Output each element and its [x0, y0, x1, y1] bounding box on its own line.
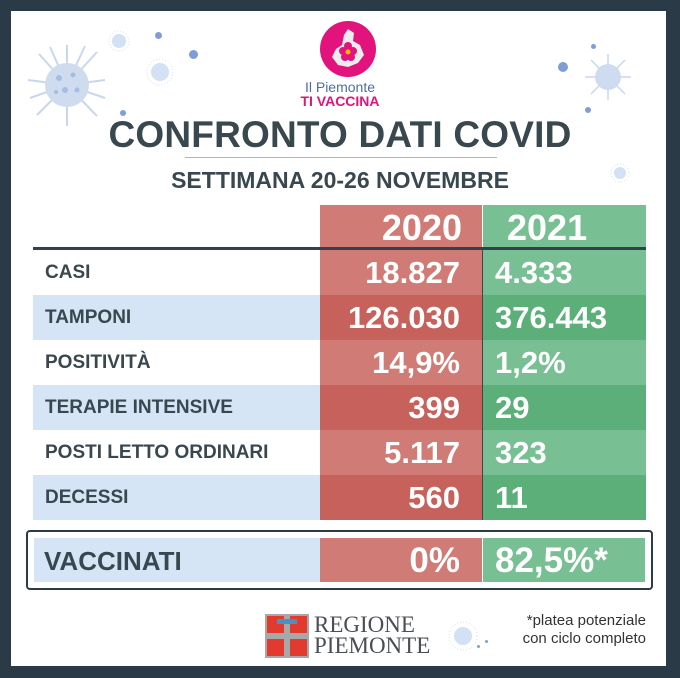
row-label: CASI — [33, 250, 320, 295]
dot-decoration — [477, 645, 480, 648]
dot-decoration — [155, 32, 162, 39]
piemonte-map-flower-icon — [332, 29, 364, 67]
table-top-rule — [33, 247, 646, 250]
page-title: CONFRONTO DATI COVID — [108, 114, 572, 155]
piemonte-vaccina-logo — [320, 21, 376, 77]
row-label: POSTI LETTO ORDINARI — [33, 430, 320, 475]
value-2021: 4.333 — [483, 250, 646, 295]
virus-icon — [108, 30, 130, 52]
value-2020: 560 — [320, 475, 482, 520]
dot-decoration — [591, 44, 596, 49]
dot-decoration — [189, 50, 198, 59]
row-label: TERAPIE INTENSIVE — [33, 385, 320, 430]
value-2021: 376.443 — [483, 295, 646, 340]
dot-decoration — [585, 107, 591, 113]
value-2020: 126.030 — [320, 295, 482, 340]
value-2020: 14,9% — [320, 340, 482, 385]
table-row: DECESSI 560 11 — [33, 475, 646, 520]
virus-icon — [610, 163, 630, 183]
regione-piemonte-name: REGIONE PIEMONTE — [314, 612, 431, 658]
virus-icon — [448, 621, 478, 651]
column-header-2021: 2021 — [483, 205, 646, 248]
footnote: *platea potenziale con ciclo completo — [523, 612, 646, 648]
value-2021: 323 — [483, 430, 646, 475]
footnote-line2: con ciclo completo — [522, 630, 646, 647]
table-row: POSITIVITÀ 14,9% 1,2% — [33, 340, 646, 385]
regione-piemonte-crest-icon — [265, 614, 309, 658]
vaccinati-label: VACCINATI — [34, 538, 320, 582]
value-2021: 29 — [483, 385, 646, 430]
dot-decoration — [558, 62, 568, 72]
dot-decoration — [120, 110, 126, 116]
row-label: POSITIVITÀ — [33, 340, 320, 385]
table-row: TAMPONI 126.030 376.443 — [33, 295, 646, 340]
virus-icon — [146, 58, 174, 86]
table-row: CASI 18.827 4.333 — [33, 250, 646, 295]
logo-text-il-piemonte: Il Piemonte — [304, 79, 376, 95]
column-divider — [482, 250, 483, 520]
value-2021: 11 — [483, 475, 646, 520]
footnote-line1: *platea potenziale — [526, 612, 646, 629]
vaccinati-row: VACCINATI 0% 82,5%* — [26, 530, 653, 590]
column-header-2020: 2020 — [320, 205, 482, 248]
title-divider — [185, 157, 497, 158]
table-row: POSTI LETTO ORDINARI 5.117 323 — [33, 430, 646, 475]
vaccinati-value-2020: 0% — [320, 538, 482, 582]
dot-decoration — [485, 640, 488, 643]
value-2020: 18.827 — [320, 250, 482, 295]
table-row: TERAPIE INTENSIVE 399 29 — [33, 385, 646, 430]
virus-icon — [585, 54, 631, 100]
value-2020: 5.117 — [320, 430, 482, 475]
value-2020: 399 — [320, 385, 482, 430]
virus-icon — [27, 45, 106, 126]
vaccinati-value-2021: 82,5%* — [483, 538, 645, 582]
page-subtitle: SETTIMANA 20-26 NOVEMBRE — [171, 167, 509, 193]
region-line2: PIEMONTE — [314, 633, 431, 658]
region-line1: REGIONE — [314, 612, 415, 637]
logo-text-ti-vaccina: TI VACCINA — [300, 93, 380, 109]
row-label: TAMPONI — [33, 295, 320, 340]
row-label: DECESSI — [33, 475, 320, 520]
value-2021: 1,2% — [483, 340, 646, 385]
